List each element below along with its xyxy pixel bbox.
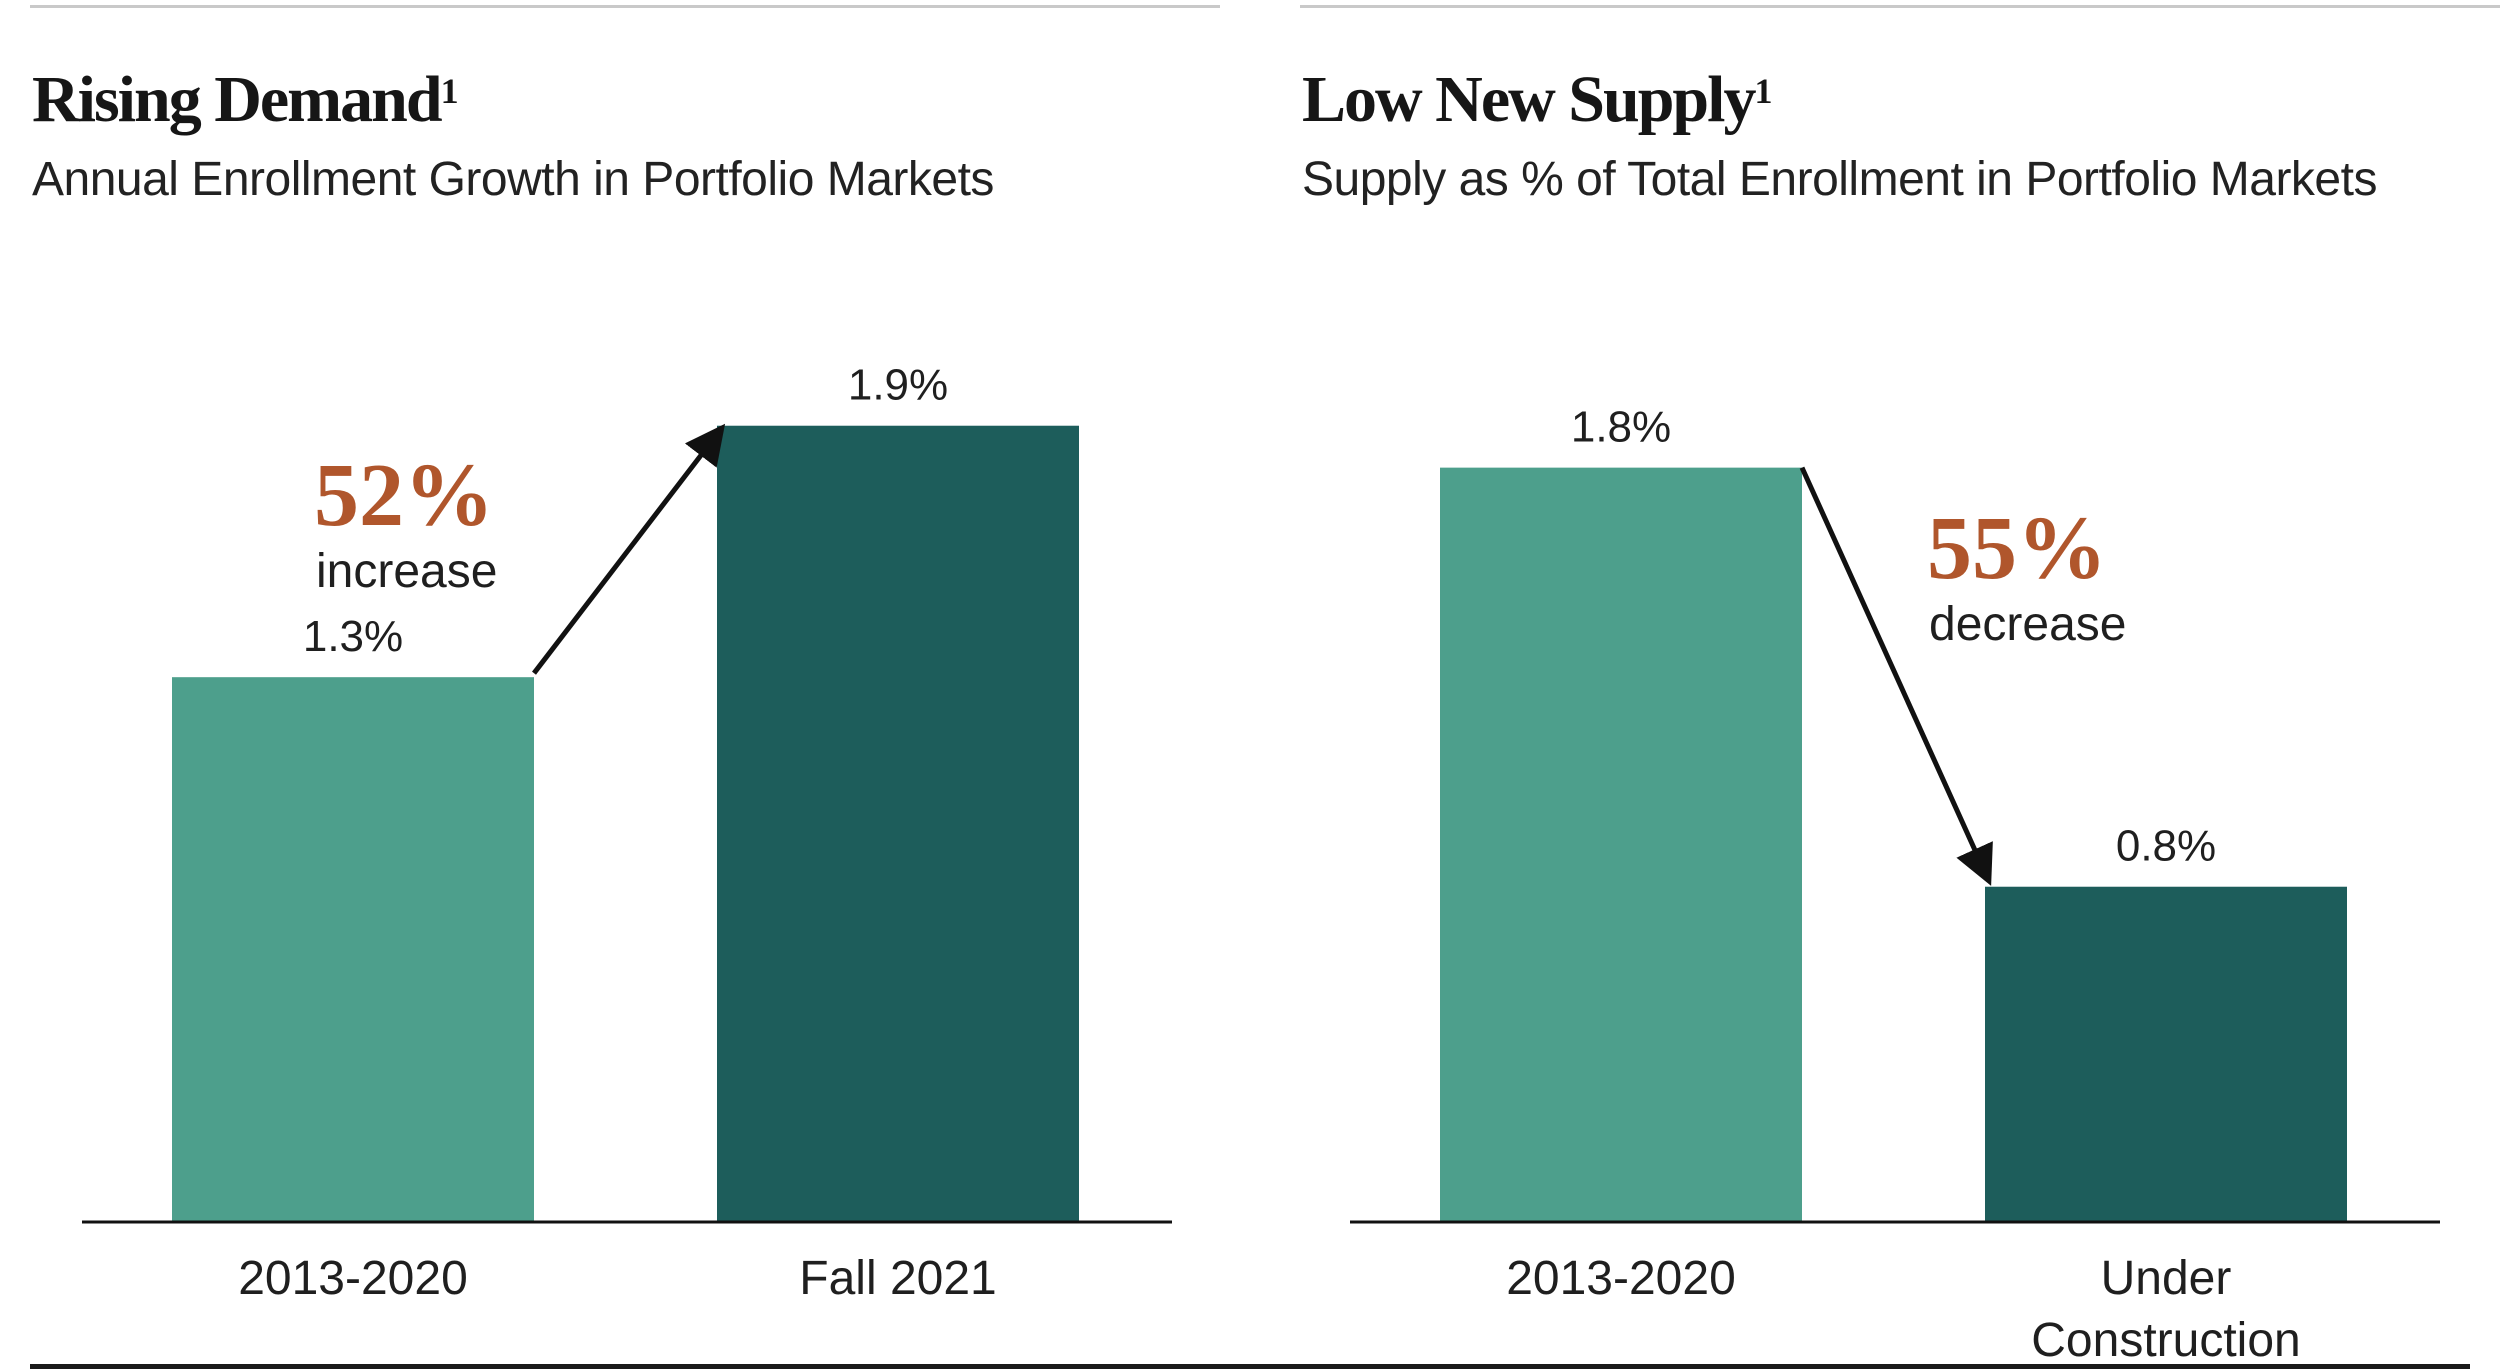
bar bbox=[1985, 886, 2347, 1222]
category-label: Construction bbox=[2031, 1314, 2300, 1367]
change-label: decrease bbox=[1929, 598, 2126, 651]
bar bbox=[717, 425, 1079, 1222]
change-percent: 52% bbox=[314, 446, 494, 545]
bar-value-label: 1.8% bbox=[1571, 403, 1671, 452]
rising-demand-panel: Rising Demand1 Annual Enrollment Growth … bbox=[0, 0, 1230, 1340]
top-divider bbox=[30, 5, 1220, 8]
change-label: increase bbox=[316, 545, 497, 598]
category-label: 2013-2020 bbox=[1506, 1252, 1736, 1305]
bar bbox=[172, 677, 534, 1222]
footnote-marker: 1 bbox=[440, 71, 459, 111]
chart-subtitle: Annual Enrollment Growth in Portfolio Ma… bbox=[32, 153, 994, 206]
chart-title: Low New Supply1 bbox=[1302, 63, 1773, 136]
bar-value-label: 1.3% bbox=[303, 612, 403, 661]
footnote-marker: 1 bbox=[1754, 71, 1773, 111]
chart-title: Rising Demand1 bbox=[32, 63, 459, 136]
bar bbox=[1440, 467, 1802, 1222]
low-new-supply-panel: Low New Supply1 Supply as % of Total Enr… bbox=[1290, 0, 2500, 1367]
category-label: 2013-2020 bbox=[238, 1252, 468, 1305]
category-label: Under bbox=[2101, 1252, 2232, 1305]
category-label: Fall 2021 bbox=[799, 1252, 996, 1305]
bottom-divider bbox=[30, 1364, 2470, 1369]
rising-demand-chart: 1.3% 2013-2020 1.9% Fall 2021 52%increase bbox=[82, 361, 1172, 1305]
bar-value-label: 0.8% bbox=[2116, 822, 2216, 871]
change-arrow bbox=[1799, 466, 1993, 886]
change-percent: 55% bbox=[1927, 499, 2107, 598]
chart-subtitle: Supply as % of Total Enrollment in Portf… bbox=[1302, 153, 2377, 206]
bar-value-label: 1.9% bbox=[848, 361, 948, 410]
change-arrow bbox=[532, 423, 726, 675]
low-new-supply-chart: 1.8% 2013-2020 0.8% Under Construction 55%dec… bbox=[1350, 403, 2440, 1367]
top-divider bbox=[1300, 5, 2500, 8]
